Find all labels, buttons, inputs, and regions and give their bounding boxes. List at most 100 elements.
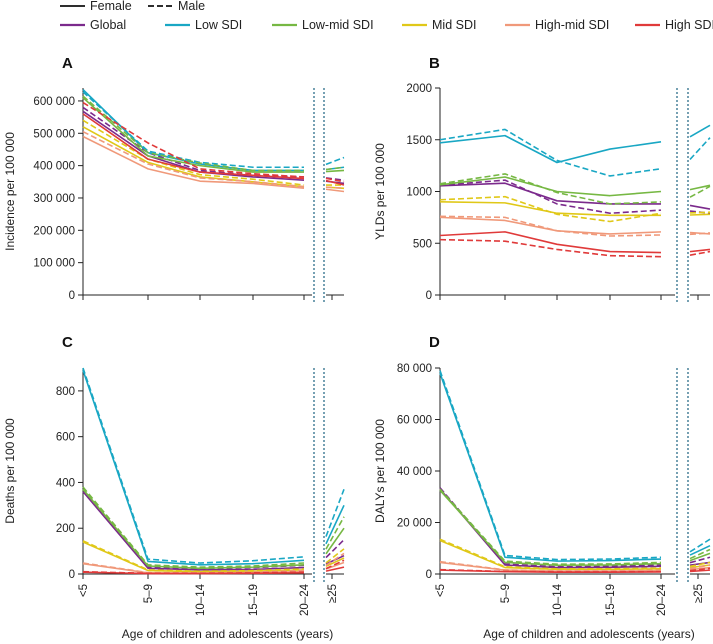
series-extra-D-highmid-female — [689, 566, 711, 571]
y-tick-label-A: 0 — [69, 290, 75, 302]
series-extra-B-low-female — [689, 124, 711, 138]
series-line-C-low-male — [82, 367, 305, 564]
series-line-D-global-female — [439, 488, 662, 569]
series-extra-D-highmid-male — [689, 564, 711, 570]
x-tick-label-C: 15–19 — [248, 584, 260, 616]
series-line-C-high-male — [82, 570, 305, 575]
series-line-A-lowmid-female — [82, 97, 304, 173]
series-extra-B-global-female — [689, 204, 711, 210]
legend-global-label: Global — [90, 18, 126, 32]
x-tick-label-C: <5 — [78, 584, 90, 597]
y-tick-label-D: 80 000 — [397, 363, 432, 375]
series-line-A-mid-female — [82, 126, 305, 188]
y-tick-label-A: 500 000 — [33, 128, 75, 140]
series-extra-A-low-male — [325, 156, 345, 166]
series-extra-B-mid-male — [689, 211, 711, 214]
y-tick-label-B: 500 — [413, 238, 432, 250]
legend: Female Male Global Low SDI Low-mid SDI Mid SD… — [60, 0, 713, 32]
series-extra-A-highmid-male — [325, 186, 345, 190]
y-tick-label-D: 40 000 — [397, 466, 432, 478]
series-line-D-lowmid-male — [439, 488, 662, 566]
series-line-B-global-male — [439, 179, 662, 215]
series-extra-A-highmid-female — [325, 188, 345, 193]
x-tick-label-D: 5–9 — [500, 584, 512, 603]
y-axis-label-C: Deaths per 100 000 — [3, 418, 17, 524]
series-line-B-high-male — [439, 238, 662, 258]
x-tick-label-C: 5–9 — [143, 584, 155, 603]
series-extra-C-mid-male — [325, 548, 345, 564]
series-extra-C-highmid-male — [325, 552, 345, 567]
series-line-B-mid-female — [439, 201, 661, 217]
series-extra-C-high-male — [325, 559, 345, 570]
series-extra-A-lowmid-male — [325, 166, 345, 171]
y-axis-label-B: YLDs per 100 000 — [373, 143, 387, 240]
series-extra-B-high-female — [689, 248, 711, 253]
series-line-A-highmid-male — [82, 130, 305, 188]
series-extra-D-global-male — [689, 556, 711, 564]
y-tick-label-A: 100 000 — [33, 258, 75, 270]
series-line-B-lowmid-female — [439, 176, 662, 197]
y-tick-label-C: 200 — [56, 523, 75, 535]
y-tick-label-A: 300 000 — [33, 193, 75, 205]
series-extra-B-highmid-male — [689, 232, 711, 236]
x-tick-label-D: 20–24 — [656, 583, 668, 616]
series-extra-C-high-female — [325, 566, 345, 572]
series-line-B-highmid-female — [439, 216, 662, 235]
y-tick-label-C: 600 — [56, 432, 75, 444]
series-line-B-lowmid-male — [439, 173, 662, 205]
series-extra-B-lowmid-female — [689, 184, 711, 191]
y-tick-label-A: 400 000 — [33, 161, 75, 173]
series-line-B-low-male — [439, 128, 662, 177]
series-extra-D-lowmid-male — [689, 548, 711, 560]
series-line-D-low-male — [439, 370, 662, 561]
series-extra-C-global-male — [325, 539, 345, 559]
x-axis-title-D: Age of children and adolescents (years) — [483, 627, 694, 641]
legend-high-label: High SDI — [665, 18, 713, 32]
y-tick-label-C: 0 — [69, 569, 75, 581]
series-extra-D-lowmid-female — [689, 552, 711, 562]
panel-letter-C: C — [62, 334, 73, 351]
series-extra-D-mid-male — [689, 561, 711, 568]
x-tick-label-D: 15–19 — [605, 584, 617, 616]
legend-lowmid-label: Low-mid SDI — [302, 18, 374, 32]
series-extra-C-lowmid-female — [325, 527, 345, 555]
y-axis-label-D: DALYs per 100 000 — [373, 419, 387, 523]
y-tick-label-C: 400 — [56, 477, 75, 489]
series-line-C-lowmid-female — [82, 488, 305, 570]
y-tick-label-C: 800 — [56, 386, 75, 398]
series-extra-B-lowmid-male — [689, 185, 711, 198]
series-extra-A-lowmid-female — [325, 169, 345, 173]
panel-letter-A: A — [62, 55, 73, 72]
series-line-A-mid-male — [82, 119, 305, 186]
series-extra-D-low-male — [689, 538, 711, 553]
series-line-C-mid-male — [82, 540, 305, 573]
legend-low-label: Low SDI — [195, 18, 242, 32]
x-tick-label-extra-C: ≥25 — [327, 584, 339, 603]
series-extra-B-low-male — [689, 137, 711, 160]
series-extra-C-lowmid-male — [325, 516, 345, 550]
series-line-B-mid-male — [439, 195, 662, 223]
series-line-D-high-male — [439, 568, 662, 573]
legend-highmid-label: High-mid SDI — [535, 18, 609, 32]
y-tick-label-B: 1500 — [406, 135, 432, 147]
y-tick-label-A: 200 000 — [33, 225, 75, 237]
legend-mid-label: Mid SDI — [432, 18, 476, 32]
panel-C: C Deaths per 100 000 0 200 400 600 800 <5 5–9 10–… — [3, 334, 345, 641]
y-tick-label-D: 20 000 — [397, 518, 432, 530]
x-axis-title-C: Age of children and adolescents (years) — [122, 627, 333, 641]
series-extra-C-mid-female — [325, 557, 345, 568]
series-line-C-lowmid-male — [82, 486, 305, 568]
y-tick-label-B: 2000 — [406, 83, 432, 95]
panel-A: A Incidence per 100 000 0 100 000 200 000 300… — [3, 55, 345, 303]
series-extra-D-high-male — [689, 567, 711, 572]
series-line-B-low-female — [439, 134, 662, 164]
x-tick-label-D: <5 — [435, 584, 447, 597]
series-extra-D-low-female — [689, 544, 711, 556]
series-line-A-lowmid-male — [82, 95, 304, 172]
series-extra-B-high-male — [689, 250, 711, 256]
series-extra-B-mid-female — [689, 213, 711, 216]
panel-letter-D: D — [429, 334, 440, 351]
x-tick-label-extra-D: ≥25 — [693, 584, 705, 603]
